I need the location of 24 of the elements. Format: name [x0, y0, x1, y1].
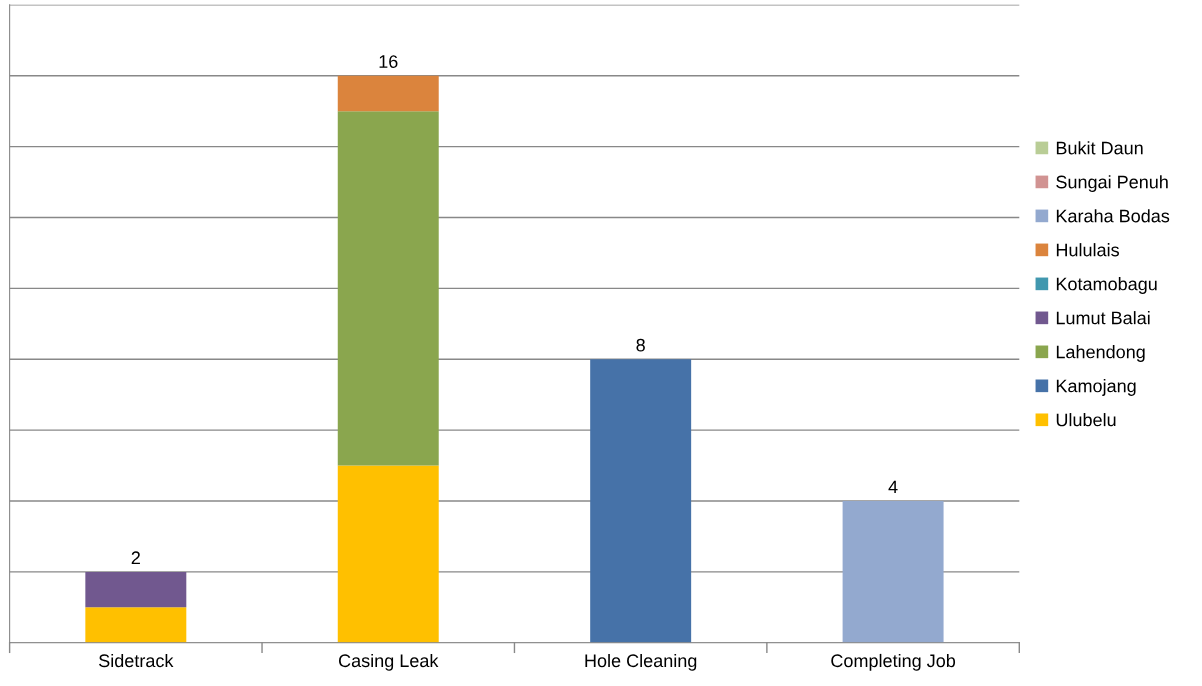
legend-label: Ulubelu: [1056, 413, 1116, 427]
bar: [85, 571, 187, 608]
bar: [337, 75, 439, 112]
x-tick-label: Casing Leak: [338, 653, 439, 671]
legend-label: Karaha Bodas: [1056, 209, 1170, 223]
x-tick-label: Sidetrack: [99, 653, 174, 668]
bar: [590, 359, 692, 643]
legend-label: Lahendong: [1056, 345, 1145, 362]
legend-label: Hululais: [1056, 243, 1119, 257]
bar: [85, 607, 187, 643]
legend-label: Sungai Penuh: [1056, 175, 1168, 192]
bar: [337, 465, 439, 643]
annotation: 4: [888, 480, 898, 494]
legend-label: Kamojang: [1056, 379, 1136, 396]
legend-label: Kotamobagu: [1056, 277, 1157, 294]
bar: [842, 501, 944, 643]
x-tick-label: Completing Job: [831, 653, 956, 671]
annotation: 8: [636, 338, 645, 352]
bar: [337, 111, 439, 466]
annotation: 16: [379, 55, 398, 68]
annotation: 2: [131, 551, 140, 564]
x-tick-label: Hole Cleaning: [585, 653, 697, 671]
legend-label: Bukit Daun: [1056, 141, 1143, 155]
legend-label: Lumut Balai: [1056, 311, 1150, 325]
